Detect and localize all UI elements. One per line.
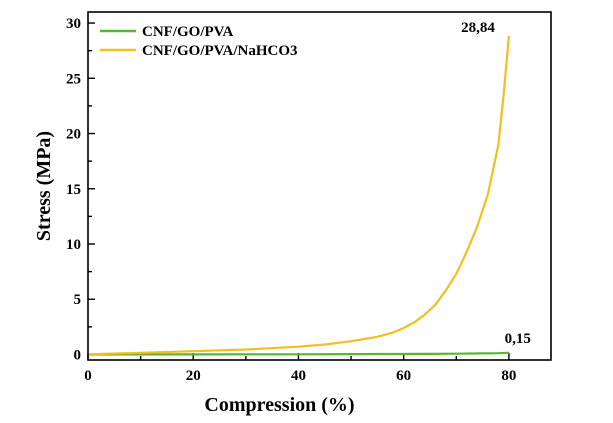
x-tick-label: 80: [501, 368, 516, 384]
legend: CNF/GO/PVA CNF/GO/PVA/NaHCO3: [100, 24, 298, 59]
series-line-cnf-go-pva: [87, 351, 509, 356]
x-tick-label: 20: [186, 368, 201, 384]
y-tick-label: 20: [66, 127, 81, 143]
legend-label-cnf-go-pva-nahco3: CNF/GO/PVA/NaHCO3: [142, 43, 298, 59]
series-layer: [87, 35, 510, 356]
y-tick-label: 10: [66, 237, 81, 253]
x-tick-label: 0: [84, 368, 92, 384]
y-axis-title: Stress (MPa): [33, 131, 55, 241]
y-tick-label: 5: [74, 292, 82, 308]
y-tick-label: 25: [66, 71, 81, 87]
x-tick-label: 60: [396, 368, 411, 384]
x-tick-label: 40: [291, 368, 306, 384]
plot-frame: [87, 11, 552, 361]
annotation-max-nahco3: 28,84: [461, 20, 495, 36]
y-tick-label: 0: [74, 347, 82, 363]
series-line-cnf-go-pva-nahco3: [87, 35, 510, 356]
x-axis-title: Compression (%): [204, 394, 354, 416]
ticks-layer: 0 20 40 60 80 0 5 10 15 20 25 30: [66, 16, 516, 384]
legend-label-cnf-go-pva: CNF/GO/PVA: [142, 24, 234, 40]
y-tick-label: 15: [66, 182, 81, 198]
y-tick-label: 30: [66, 16, 81, 32]
annotation-max-cnf-go-pva: 0,15: [505, 331, 531, 347]
